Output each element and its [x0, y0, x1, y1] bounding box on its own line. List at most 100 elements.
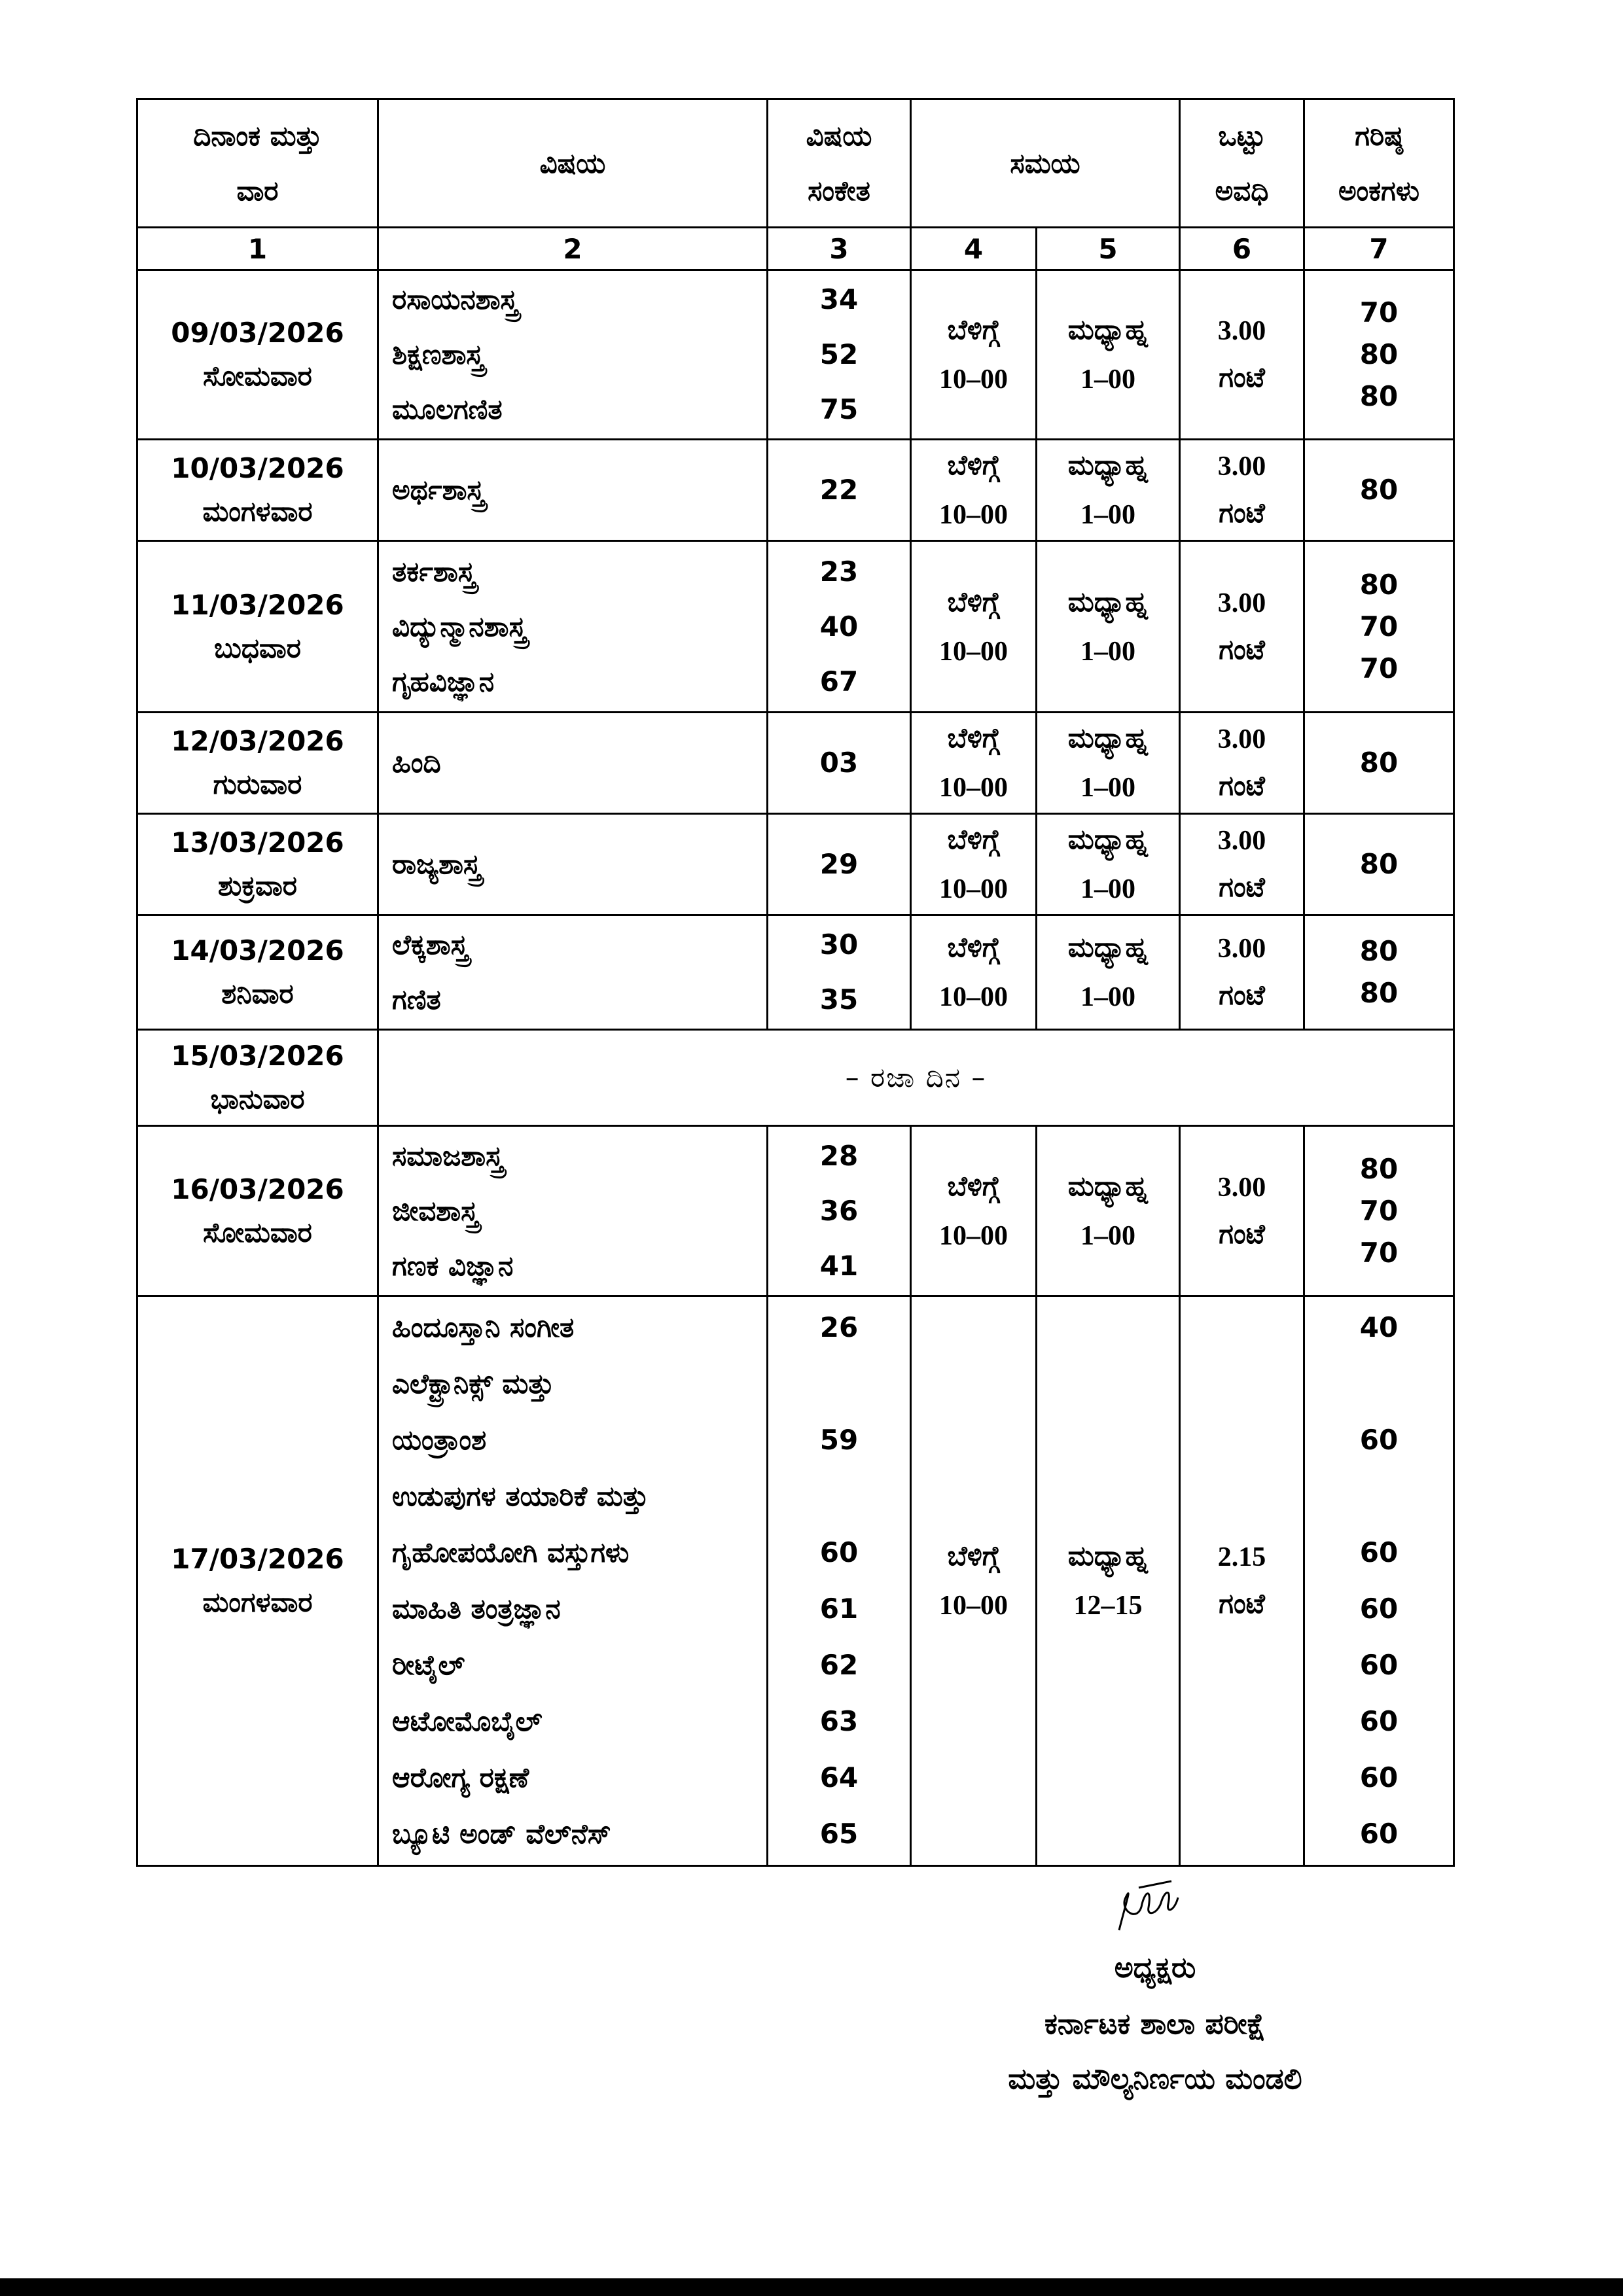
max-marks — [1305, 1468, 1453, 1525]
subject-name: ವಿದ್ಯುನ್ಮಾನಶಾಸ್ತ್ರ — [392, 610, 527, 643]
table-row: 09/03/2026 ಸೋಮವಾರ ರಸಾಯನಶಾಸ್ತ್ರ ಶಿಕ್ಷಣಶಾಸ್ತ್… — [136, 269, 1455, 440]
subject-code: 03 — [819, 747, 859, 779]
start-time: 10–00 — [939, 773, 1008, 803]
marks-cell: 80 70 70 — [1303, 540, 1455, 713]
subject-code: 59 — [819, 1424, 859, 1456]
duration-text: ಗಂಟೆ — [1219, 635, 1265, 665]
subject-name: ಸಮಾಜಶಾಸ್ತ್ರ — [392, 1139, 504, 1172]
exam-date: 17/03/2026 — [171, 1543, 344, 1575]
max-marks: 60 — [1359, 1593, 1399, 1625]
header-text: ವಾರ — [236, 174, 279, 207]
date-cell: 14/03/2026 ಶನಿವಾರ — [136, 914, 379, 1031]
end-period: ಮಧ್ಯಾಹ್ನ — [1067, 585, 1149, 618]
duration-text: ಗಂಟೆ — [1219, 1589, 1265, 1619]
subject-code: 65 — [819, 1818, 859, 1850]
date-cell: 16/03/2026 ಸೋಮವಾರ — [136, 1125, 379, 1297]
max-marks: 80 — [1359, 747, 1399, 779]
subject-name: ಎಲೆಕ್ಟ್ರಾನಿಕ್ಸ್ ಮತ್ತು — [392, 1368, 554, 1400]
end-time: 1–00 — [1080, 982, 1135, 1012]
duration-text: 3.00 — [1217, 316, 1266, 346]
subject-name: ಅರ್ಥಶಾಸ್ತ್ರ — [392, 474, 485, 506]
duration-cell: 2.15 ಗಂಟೆ — [1179, 1295, 1306, 1867]
subject-name: ರಾಜ್ಯಶಾಸ್ತ್ರ — [392, 848, 482, 880]
end-time-cell: ಮಧ್ಯಾಹ್ನ 1–00 — [1035, 1125, 1181, 1297]
subject-cell: ಹಿಂದೂಸ್ತಾನಿ ಸಂಗೀತ ಎಲೆಕ್ಟ್ರಾನಿಕ್ಸ್ ಮತ್ತು ಯಂ… — [377, 1295, 768, 1867]
exam-day: ಗುರುವಾರ — [213, 768, 302, 800]
header-max-marks: ಗರಿಷ್ಠ ಅಂಕಗಳು — [1303, 98, 1455, 228]
subject-cell: ರಸಾಯನಶಾಸ್ತ್ರ ಶಿಕ್ಷಣಶಾಸ್ತ್ರ ಮೂಲಗಣಿತ — [377, 269, 768, 440]
subject-name: ಆಟೋಮೊಬೈಲ್ — [392, 1705, 543, 1737]
end-time: 1–00 — [1080, 874, 1135, 904]
column-number: 5 — [1035, 226, 1181, 271]
header-code: ವಿಷಯ ಸಂಕೇತ — [766, 98, 912, 228]
duration-text: 3.00 — [1217, 724, 1266, 754]
header-text: ಒಟ್ಟು — [1218, 119, 1266, 152]
subject-name: ಬ್ಯೂಟಿ ಅಂಡ್ ವೆಲ್‌ನೆಸ್ — [392, 1818, 611, 1850]
max-marks: 60 — [1359, 1818, 1399, 1850]
column-number: 6 — [1179, 226, 1306, 271]
start-time: 10–00 — [939, 636, 1008, 667]
header-duration: ಒಟ್ಟು ಅವಧಿ — [1179, 98, 1306, 228]
end-period: ಮಧ್ಯಾಹ್ನ — [1067, 823, 1149, 855]
code-cell: 23 40 67 — [766, 540, 912, 713]
header-text: ವಿಷಯ — [806, 119, 872, 152]
exam-date: 11/03/2026 — [171, 588, 344, 621]
max-marks: 60 — [1359, 1705, 1399, 1737]
start-period: ಬೆಳಿಗ್ಗೆ — [947, 1169, 1000, 1202]
subject-code: 30 — [819, 928, 859, 961]
date-cell: 17/03/2026 ಮಂಗಳವಾರ — [136, 1295, 379, 1867]
end-period: ಮಧ್ಯಾಹ್ನ — [1067, 313, 1149, 345]
exam-day: ಶನಿವಾರ — [221, 978, 294, 1010]
code-cell: 29 — [766, 813, 912, 916]
start-period: ಬೆಳಿಗ್ಗೆ — [947, 449, 1000, 481]
subject-code — [768, 1468, 910, 1525]
end-time: 1–00 — [1080, 773, 1135, 803]
code-cell: 26 59 60 61 62 63 64 65 — [766, 1295, 912, 1867]
date-cell: 10/03/2026 ಮಂಗಳವಾರ — [136, 438, 379, 542]
duration-cell: 3.00 ಗಂಟೆ — [1179, 1125, 1306, 1297]
duration-cell: 3.00 ಗಂಟೆ — [1179, 269, 1306, 440]
exam-date: 12/03/2026 — [171, 725, 344, 757]
exam-day: ಭಾನುವಾರ — [210, 1083, 305, 1115]
column-number: 1 — [136, 226, 379, 271]
subject-code: 29 — [819, 848, 859, 880]
max-marks: 80 — [1359, 338, 1399, 370]
subject-cell: ರಾಜ್ಯಶಾಸ್ತ್ರ — [377, 813, 768, 916]
marks-cell: 80 — [1303, 438, 1455, 542]
max-marks: 60 — [1359, 1536, 1399, 1568]
start-time-cell: ಬೆಳಿಗ್ಗೆ 10–00 — [910, 438, 1037, 542]
subject-name: ತರ್ಕಶಾಸ್ತ್ರ — [392, 555, 476, 588]
subject-name: ಗೃಹವಿಜ್ಞಾನ — [392, 665, 495, 698]
subject-code: 75 — [819, 393, 859, 425]
exam-date: 10/03/2026 — [171, 452, 344, 484]
exam-day: ಮಂಗಳವಾರ — [202, 1586, 313, 1618]
table-row: 11/03/2026 ಬುಧವಾರ ತರ್ಕಶಾಸ್ತ್ರ ವಿದ್ಯುನ್ಮಾನಶಾ… — [136, 540, 1455, 713]
header-date-day: ದಿನಾಂಕ ಮತ್ತು ವಾರ — [136, 98, 379, 228]
duration-cell: 3.00 ಗಂಟೆ — [1179, 914, 1306, 1031]
max-marks: 70 — [1359, 652, 1399, 684]
subject-code: 22 — [819, 474, 859, 506]
duration-text: 3.00 — [1217, 934, 1266, 964]
table-row: 15/03/2026 ಭಾನುವಾರ – ರಜಾ ದಿನ – — [136, 1029, 1455, 1127]
subject-cell: ತರ್ಕಶಾಸ್ತ್ರ ವಿದ್ಯುನ್ಮಾನಶಾಸ್ತ್ರ ಗೃಹವಿಜ್ಞಾನ — [377, 540, 768, 713]
duration-text: ಗಂಟೆ — [1219, 363, 1265, 393]
end-time: 1–00 — [1080, 636, 1135, 667]
subject-code: 52 — [819, 338, 859, 370]
header-subject: ವಿಷಯ — [377, 98, 768, 228]
subject-code: 26 — [819, 1311, 859, 1343]
subject-cell: ಲೆಕ್ಕಶಾಸ್ತ್ರ ಗಣಿತ — [377, 914, 768, 1031]
end-time: 1–00 — [1080, 1220, 1135, 1251]
start-period: ಬೆಳಿಗ್ಗೆ — [947, 722, 1000, 754]
start-time-cell: ಬೆಳಿಗ್ಗೆ 10–00 — [910, 813, 1037, 916]
subject-name: ಗೃಹೋಪಯೋಗಿ ವಸ್ತುಗಳು — [392, 1536, 630, 1568]
exam-timetable: ದಿನಾಂಕ ಮತ್ತು ವಾರ ವಿಷಯ ವಿಷಯ ಸಂಕೇತ ಸಮಯ ಒಟ್ಟು… — [136, 98, 1455, 1867]
date-cell: 12/03/2026 ಗುರುವಾರ — [136, 711, 379, 815]
duration-cell: 3.00 ಗಂಟೆ — [1179, 711, 1306, 815]
table-row: 14/03/2026 ಶನಿವಾರ ಲೆಕ್ಕಶಾಸ್ತ್ರ ಗಣಿತ 30 35 ಬೆಳಿ… — [136, 914, 1455, 1031]
duration-cell: 3.00 ಗಂಟೆ — [1179, 813, 1306, 916]
subject-name: ಶಿಕ್ಷಣಶಾಸ್ತ್ರ — [392, 338, 484, 370]
exam-date: 09/03/2026 — [171, 317, 344, 349]
table-row: 16/03/2026 ಸೋಮವಾರ ಸಮಾಜಶಾಸ್ತ್ರ ಜೀವಶಾಸ್ತ್ರ ಗಣಕ… — [136, 1125, 1455, 1297]
duration-text: ಗಂಟೆ — [1219, 981, 1265, 1011]
max-marks: 60 — [1359, 1649, 1399, 1681]
